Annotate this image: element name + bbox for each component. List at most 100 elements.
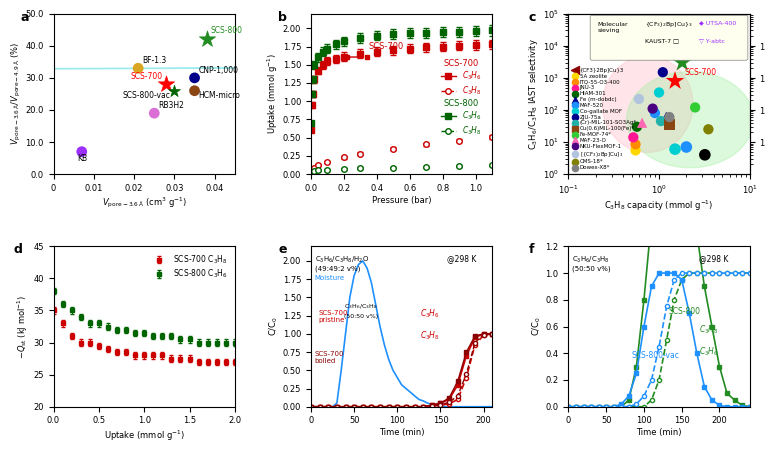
SCS-800-vac $C_3H_6$ xyxy=(692,351,702,356)
$C_3H_6$ (p) xyxy=(384,404,393,409)
$C_3H_6$ (b) xyxy=(350,404,359,409)
SCS-800 $C_3H_8$ xyxy=(700,270,709,276)
Moisture xyxy=(389,367,398,373)
SCS-800-vac $C_3H_8$ xyxy=(594,404,604,409)
Text: e: e xyxy=(278,243,287,256)
SCS-800 $C_3H_6$ xyxy=(677,163,686,169)
SCS-800-vac $C_3H_8$ xyxy=(647,377,656,383)
Text: HCM-micro: HCM-micro xyxy=(199,91,240,101)
$C_3H_8$ (p) xyxy=(470,342,480,347)
Text: C$_3$H$_6$/C$_3$H$_8$: C$_3$H$_6$/C$_3$H$_8$ xyxy=(572,255,610,265)
$C_3H_8$ (b) xyxy=(332,404,341,409)
SCS-800-vac $C_3H_8$ xyxy=(632,401,641,407)
Moisture xyxy=(315,404,324,409)
Text: SCS-800-vac: SCS-800-vac xyxy=(122,91,170,101)
SCS-800-vac $C_3H_6$ xyxy=(647,284,656,289)
SCS-800-vac $C_3H_8$ xyxy=(700,270,709,276)
$C_3H_6$ (b) xyxy=(367,404,376,409)
Point xyxy=(676,59,688,66)
Text: @298 K: @298 K xyxy=(447,255,477,263)
Text: a: a xyxy=(21,11,29,23)
$C_3H_6$ (p) xyxy=(479,331,488,336)
Text: Molecular
sieving: Molecular sieving xyxy=(597,22,628,32)
Moisture xyxy=(436,403,445,409)
SCS-800 $C_3H_6$ xyxy=(609,404,618,409)
$C_3H_6$ (p) xyxy=(315,404,324,409)
Moisture xyxy=(307,404,316,409)
Text: (50:50 v%): (50:50 v%) xyxy=(572,266,610,272)
Point xyxy=(646,105,659,112)
Legend: $C_3H_6$, $C_3H_8$: $C_3H_6$, $C_3H_8$ xyxy=(438,96,485,140)
FancyBboxPatch shape xyxy=(590,16,748,60)
$C_3H_8$ (p) xyxy=(307,404,316,409)
Point xyxy=(168,87,181,94)
SCS-800-vac $C_3H_8$ xyxy=(730,270,739,276)
$C_3H_6$ (b) xyxy=(427,403,436,408)
SCS-800 $C_3H_8$ xyxy=(662,337,671,343)
SCS-800 $C_3H_8$ xyxy=(692,270,702,276)
Text: SCS-700
pristine: SCS-700 pristine xyxy=(318,310,348,324)
SCS-800-vac $C_3H_6$ xyxy=(640,324,649,329)
X-axis label: Pressure (bar): Pressure (bar) xyxy=(372,196,431,205)
$C_3H_6$ (p) xyxy=(436,400,445,406)
$C_3H_8$ (p) xyxy=(350,404,359,409)
$C_3H_6$ (p) xyxy=(470,335,480,340)
$C_3H_8$ (b) xyxy=(436,402,445,407)
SCS-800 $C_3H_8$ xyxy=(737,270,747,276)
$C_3H_8$ (p) xyxy=(418,404,428,409)
SCS-800 $C_3H_6$ xyxy=(708,324,717,329)
$C_3H_6$ (b) xyxy=(470,333,480,339)
SCS-800-vac $C_3H_8$ xyxy=(609,404,618,409)
SCS-800-vac $C_3H_8$ xyxy=(708,270,717,276)
Moisture xyxy=(479,404,488,409)
SCS-800 $C_3H_8$ xyxy=(632,404,641,409)
Text: $C_3H_8$: $C_3H_8$ xyxy=(699,323,718,336)
SCS-800-vac $C_3H_6$ xyxy=(677,277,686,282)
SCS-800-vac $C_3H_6$ xyxy=(617,401,626,407)
$C_3H_6$ (p) xyxy=(350,404,359,409)
$C_3H_8$ (b) xyxy=(307,404,316,409)
Text: SCS-700: SCS-700 xyxy=(130,72,162,81)
Moisture xyxy=(418,398,428,404)
SCS-800 $C_3H_6$ xyxy=(730,397,739,403)
$C_3H_8$ (b) xyxy=(487,331,496,336)
$C_3H_6$ (b) xyxy=(436,400,445,406)
SCS-800 $C_3H_6$ xyxy=(617,404,626,409)
SCS-800 $C_3H_6$ xyxy=(715,364,724,369)
Text: SCS-800: SCS-800 xyxy=(690,48,722,58)
Line: SCS-800 $C_3H_8$: SCS-800 $C_3H_8$ xyxy=(566,271,752,409)
SCS-800-vac $C_3H_6$ xyxy=(700,384,709,389)
Point xyxy=(698,151,711,159)
Text: SCS-800: SCS-800 xyxy=(210,26,243,35)
Moisture xyxy=(311,404,320,409)
SCS-800-vac $C_3H_6$ xyxy=(737,404,747,409)
SCS-800-vac $C_3H_6$ xyxy=(655,270,664,276)
SCS-800-vac $C_3H_6$ xyxy=(722,404,731,409)
$C_3H_6$ (p) xyxy=(462,353,471,358)
SCS-800 $C_3H_6$ xyxy=(669,150,679,155)
$C_3H_6$ (b) xyxy=(358,404,367,409)
Moisture xyxy=(363,266,372,271)
$C_3H_6$ (b) xyxy=(479,331,488,336)
Moisture xyxy=(475,404,484,409)
$C_3H_8$ (p) xyxy=(444,401,454,407)
$C_3H_8$ (p) xyxy=(402,404,411,409)
Moisture xyxy=(337,367,346,373)
Moisture xyxy=(483,404,493,409)
$C_3H_6$ (p) xyxy=(341,404,350,409)
$C_3H_8$ (b) xyxy=(324,404,333,409)
SCS-800-vac $C_3H_6$ xyxy=(708,397,717,403)
$C_3H_6$ (b) xyxy=(332,404,341,409)
$C_3H_8$ (p) xyxy=(462,375,471,380)
SCS-800 $C_3H_6$ xyxy=(700,284,709,289)
Polygon shape xyxy=(627,71,754,168)
SCS-800 $C_3H_8$ xyxy=(594,404,604,409)
Point xyxy=(633,96,645,103)
Moisture xyxy=(466,404,475,409)
$C_3H_8$ (p) xyxy=(392,404,402,409)
Legend: {CF3}2Bp]Cu}3, 5A zeolite, ITQ-55-O3-400, JNU-3, HIAM-301, Fe (m-dobdc), MAF-520: {CF3}2Bp]Cu}3, 5A zeolite, ITQ-55-O3-400… xyxy=(571,67,638,171)
SCS-800 $C_3H_6$ xyxy=(594,404,604,409)
Moisture xyxy=(367,280,376,286)
SCS-800-vac $C_3H_6$ xyxy=(579,404,588,409)
Moisture xyxy=(324,404,333,409)
